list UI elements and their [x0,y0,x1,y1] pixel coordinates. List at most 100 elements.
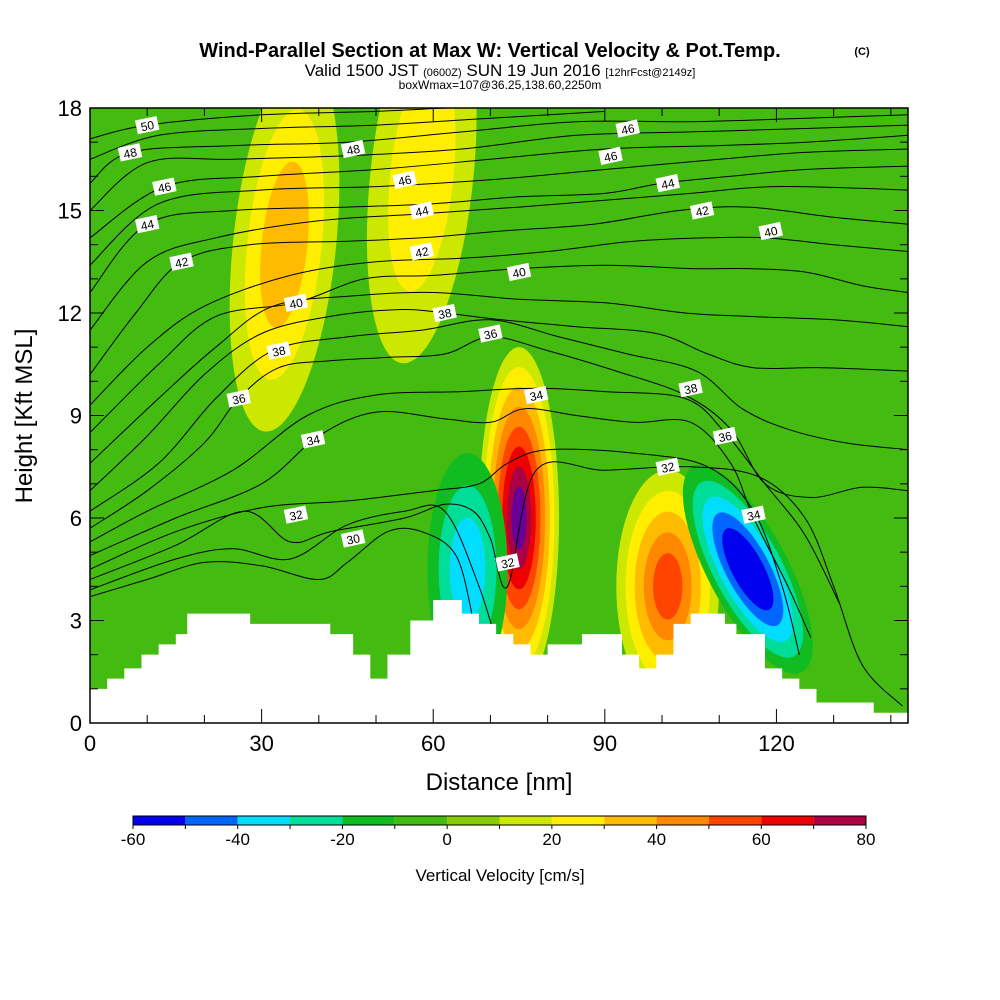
contour-label-text: 38 [271,343,287,360]
theta-contour-43 [90,186,908,331]
contour-label-26: 36 [712,426,738,446]
x-tick-label: 90 [593,731,617,756]
theta-contours [90,108,908,707]
contour-label-18: 34 [523,385,549,405]
contour-label-7: 36 [226,389,251,408]
colorbar-tick-label: 0 [442,830,451,849]
contour-label-text: 34 [528,388,544,405]
contour-label-text: 32 [500,555,516,572]
colorbar-tick-label: 40 [647,830,666,849]
y-tick-label: 9 [70,404,82,429]
contour-label-text: 40 [288,295,304,312]
contour-label-11: 48 [340,139,366,159]
colorbar-label: Vertical Velocity [cm/s] [415,866,584,885]
contour-label-text: 32 [660,459,676,476]
contour-label-4: 42 [169,252,194,271]
contour-label-10: 30 [340,529,366,548]
colorbar-tick-label: -20 [330,830,355,849]
contour-label-0: 50 [134,115,160,135]
contour-label-text: 32 [288,507,304,524]
theta-contour-31 [90,504,503,662]
contour-label-text: 42 [694,203,710,220]
theta-contour-32 [90,461,903,707]
velocity-contour-3-2 [449,517,486,621]
contour-label-9: 32 [283,505,309,524]
contour-label-2: 46 [152,177,177,196]
y-tick-label: 18 [58,96,82,121]
colorbar-swatch [342,816,395,825]
velocity-contour-2-5 [732,543,764,595]
x-tick-label: 30 [249,731,273,756]
contour-label-text: 48 [122,145,138,162]
theta-contour-49 [90,110,605,160]
theta-contour-40 [90,264,908,433]
contour-label-text: 44 [660,176,676,193]
colorbar: -60 -40 -20 0 20 40 60 80 [121,815,876,849]
contour-label-27: 32 [655,457,680,476]
colorbar-tick-label: 80 [857,830,876,849]
colorbar-tick-label: 20 [542,830,561,849]
colorbar-swatch [185,816,238,825]
valid-utc-text: (0600Z) [423,67,462,79]
colorbar-tick-label: -40 [225,830,250,849]
y-tick-label: 0 [70,711,82,736]
theta-contour-47 [90,124,908,211]
x-tick-label: 0 [84,731,96,756]
velocity-contour-1-4 [653,553,683,620]
contour-label-text: 42 [414,244,430,261]
contour-label-text: 44 [414,203,430,220]
contour-label-text: 50 [139,118,155,135]
contour-label-8: 34 [300,430,326,449]
colorbar-swatch [447,816,500,825]
theta-contour-37 [90,319,908,512]
plot-area: 5048464442403836343230484644424038363432… [90,108,908,723]
forecast-info-text: [12hrFcst@2149z] [605,67,695,79]
contour-label-text: 46 [620,121,636,138]
contour-label-text: 40 [763,224,779,241]
contour-label-text: 46 [603,149,619,166]
contour-label-17: 36 [478,324,503,343]
colorbar-swatch [499,816,552,825]
contour-label-16: 38 [432,303,457,323]
y-tick-label: 12 [58,301,82,326]
valid-time-line: Valid 1500 JST (0600Z) SUN 19 Jun 2016 [… [305,61,696,80]
contour-label-text: 30 [345,531,361,548]
terrain-mask [90,600,908,723]
x-tick-label: 60 [421,731,445,756]
contour-label-text: 36 [717,429,733,446]
y-tick-label: 3 [70,609,82,634]
colorbar-swatch [761,816,814,825]
colorbar-swatch [394,816,448,825]
contour-label-15: 40 [506,262,532,281]
contour-label-28: 34 [741,505,766,524]
contour-label-text: 46 [157,179,173,196]
box-info-text: boxWmax=107@36.25,138.60,2250m [399,78,602,92]
contour-label-text: 36 [231,391,247,408]
valid-date-text: SUN 19 Jun 2016 [466,61,600,80]
contour-label-text: 44 [139,217,155,234]
theta-contour-39 [90,291,908,464]
contour-label-text: 48 [345,142,361,159]
contour-label-12: 46 [392,170,417,189]
y-axis-label: Height [Kft MSL] [11,329,38,504]
contour-label-19: 32 [495,553,520,572]
colorbar-swatch [237,816,291,825]
theta-contour-30 [90,527,474,621]
theta-contour-34 [90,408,812,638]
theta-contour-38 [90,309,908,492]
contour-label-text: 38 [437,306,453,323]
x-axis-label: Distance [nm] [426,769,573,796]
copyright-mark: (C) [854,46,870,58]
colorbar-tick-label: -60 [121,830,146,849]
colorbar-swatch [708,816,762,825]
colorbar-swatch [551,816,605,825]
theta-contour-45 [90,148,908,266]
colorbar-swatch [656,816,709,825]
colorbar-swatch [290,816,343,825]
contour-label-14: 42 [409,242,434,261]
x-tick-label: 120 [758,731,795,756]
contour-label-24: 40 [758,221,783,241]
contour-label-1: 48 [117,143,143,162]
contour-label-6: 38 [266,341,291,360]
y-tick-label: 15 [58,199,82,224]
